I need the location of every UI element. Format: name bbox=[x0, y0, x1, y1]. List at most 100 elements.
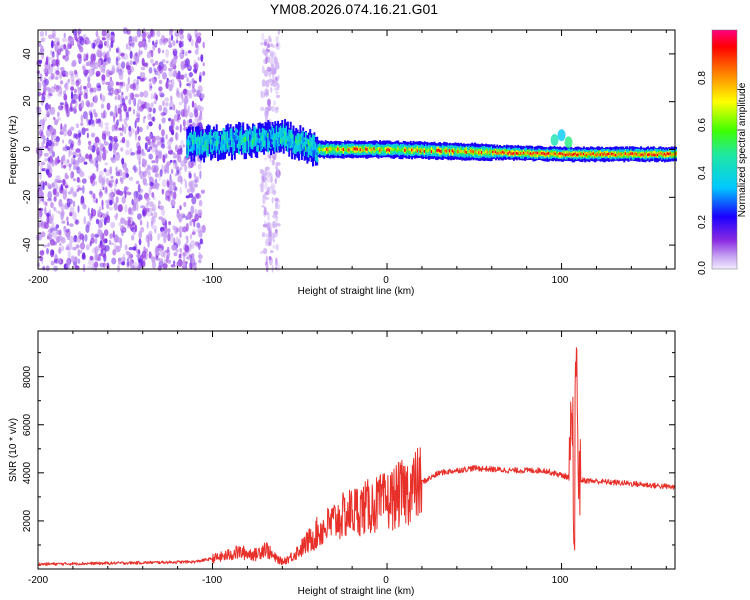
noise-speck bbox=[168, 70, 173, 77]
noise-speck bbox=[75, 244, 80, 249]
signal-cell bbox=[217, 140, 220, 146]
noise-speck bbox=[135, 180, 140, 185]
noise-speck bbox=[58, 86, 63, 95]
colorbar-tick-02: 0.2 bbox=[697, 215, 708, 229]
signal-cell bbox=[542, 152, 545, 155]
noise-speck bbox=[38, 199, 41, 205]
noise-speck bbox=[160, 143, 163, 148]
noise-speck bbox=[48, 34, 53, 39]
noise-speck bbox=[91, 66, 95, 72]
signal-cell bbox=[500, 151, 503, 155]
noise-speck bbox=[53, 133, 57, 141]
signal-cell bbox=[302, 135, 305, 147]
signal-cell bbox=[285, 138, 288, 144]
noise-speck bbox=[55, 138, 59, 147]
noise-speck bbox=[174, 30, 180, 37]
noise-speck bbox=[66, 146, 70, 151]
noise-speck bbox=[58, 229, 62, 236]
noise-speck bbox=[141, 103, 147, 109]
noise-speck bbox=[74, 94, 79, 100]
noise-speck bbox=[98, 121, 102, 128]
noise-speck bbox=[63, 225, 67, 230]
noise-speck bbox=[43, 83, 48, 92]
noise-speck bbox=[84, 40, 87, 45]
noise-speck bbox=[263, 69, 269, 77]
signal-cell bbox=[635, 153, 638, 156]
noise-speck bbox=[51, 221, 55, 230]
noise-speck bbox=[75, 219, 78, 225]
noise-speck bbox=[141, 40, 147, 48]
noise-speck bbox=[265, 233, 269, 238]
noise-speck bbox=[122, 27, 128, 34]
noise-speck bbox=[168, 221, 172, 226]
noise-speck bbox=[89, 241, 92, 247]
noise-speck bbox=[261, 204, 265, 208]
signal-cell bbox=[412, 148, 415, 152]
noise-speck bbox=[175, 87, 180, 94]
noise-speck bbox=[193, 183, 198, 188]
noise-speck bbox=[70, 171, 73, 180]
signal-cell bbox=[450, 149, 453, 153]
noise-speck bbox=[200, 189, 205, 194]
signal-cell bbox=[299, 136, 302, 143]
signal-cell bbox=[469, 149, 472, 153]
noise-speck bbox=[179, 232, 182, 238]
noise-speck bbox=[105, 211, 109, 217]
signal-cell bbox=[582, 152, 585, 156]
signal-cell bbox=[447, 149, 450, 153]
signal-cell bbox=[260, 136, 263, 149]
noise-speck bbox=[170, 264, 176, 268]
noise-speck bbox=[169, 159, 173, 163]
noise-speck bbox=[85, 100, 91, 107]
noise-speck bbox=[198, 230, 203, 238]
noise-speck bbox=[57, 258, 62, 264]
noise-speck bbox=[151, 164, 157, 174]
noise-speck bbox=[114, 105, 118, 114]
spec-ylabel: Frequency (Hz) bbox=[8, 116, 19, 185]
colorbar-frame bbox=[711, 29, 738, 270]
noise-speck bbox=[64, 100, 68, 108]
signal-cell bbox=[536, 151, 539, 158]
noise-speck bbox=[135, 55, 140, 64]
noise-speck bbox=[101, 74, 106, 81]
spectrogram-signal bbox=[186, 119, 677, 167]
noise-speck bbox=[188, 172, 192, 179]
signal-cell bbox=[472, 150, 475, 154]
noise-speck bbox=[266, 175, 271, 183]
noise-speck bbox=[70, 91, 74, 100]
signal-cell bbox=[610, 152, 613, 156]
signal-cell bbox=[226, 142, 229, 148]
noise-speck bbox=[141, 58, 145, 66]
noise-speck bbox=[87, 220, 91, 225]
noise-speck bbox=[74, 33, 78, 41]
noise-speck bbox=[105, 200, 110, 204]
noise-speck bbox=[179, 168, 182, 178]
noise-speck bbox=[273, 80, 278, 88]
signal-cell bbox=[534, 151, 536, 158]
noise-speck bbox=[88, 259, 93, 266]
noise-speck bbox=[45, 169, 50, 174]
signal-cell bbox=[568, 152, 571, 156]
signal-cell bbox=[215, 141, 218, 153]
signal-cell bbox=[258, 138, 261, 144]
noise-speck bbox=[172, 48, 177, 52]
noise-speck bbox=[184, 180, 188, 189]
signal-cell bbox=[312, 134, 314, 154]
noise-speck bbox=[79, 91, 83, 96]
noise-speck bbox=[188, 118, 193, 124]
noise-speck bbox=[138, 171, 141, 176]
noise-speck bbox=[110, 136, 115, 142]
noise-speck bbox=[123, 117, 127, 126]
signal-cell bbox=[645, 152, 648, 156]
signal-cell bbox=[649, 152, 652, 155]
noise-speck bbox=[96, 37, 100, 41]
signal-cell bbox=[601, 152, 603, 155]
noise-speck bbox=[100, 103, 105, 109]
noise-speck bbox=[95, 70, 101, 77]
signal-cell bbox=[651, 153, 654, 157]
noise-speck bbox=[196, 222, 201, 229]
signal-cell bbox=[212, 143, 215, 149]
noise-speck bbox=[153, 100, 157, 105]
spec-ytick-40: 40 bbox=[22, 48, 33, 60]
noise-speck bbox=[272, 220, 276, 229]
